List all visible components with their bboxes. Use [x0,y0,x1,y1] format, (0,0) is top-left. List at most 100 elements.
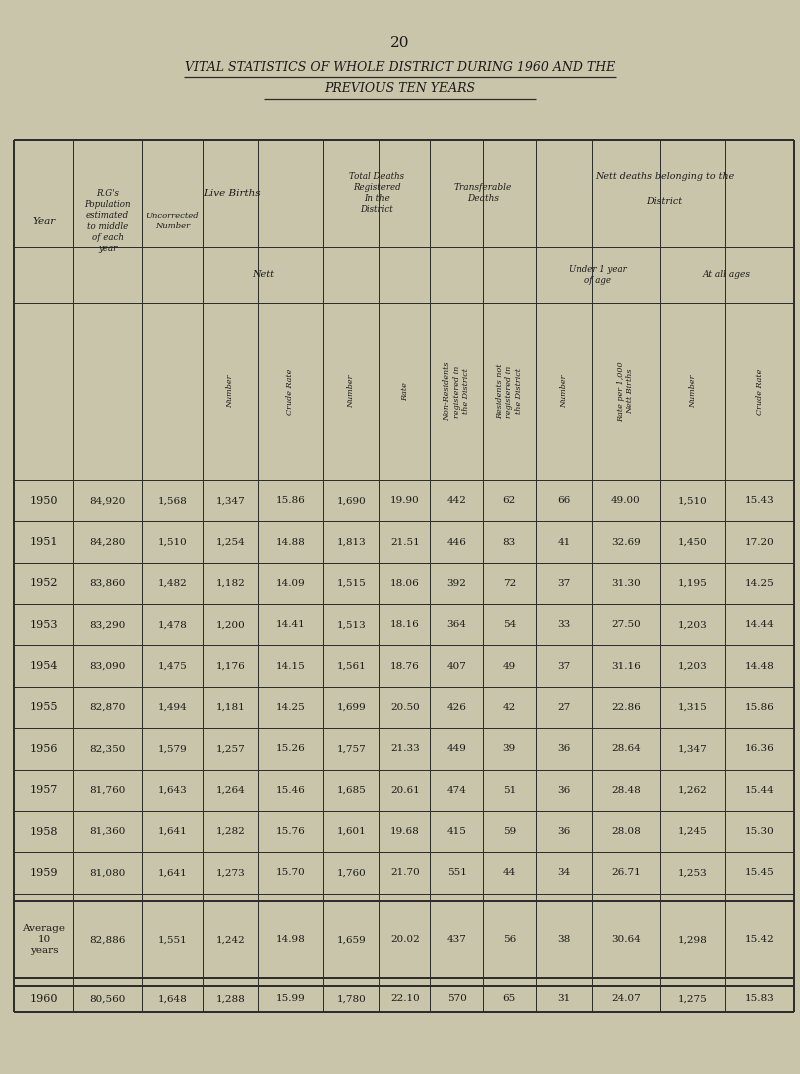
Text: 14.98: 14.98 [276,935,306,944]
Text: 407: 407 [446,662,466,670]
Text: 20.61: 20.61 [390,786,420,795]
Text: 1952: 1952 [30,579,58,589]
Text: 22.86: 22.86 [611,703,641,712]
Text: 1,659: 1,659 [337,935,366,944]
Text: 1,182: 1,182 [216,579,246,587]
Text: 14.15: 14.15 [276,662,306,670]
Text: 1,510: 1,510 [678,496,708,505]
Text: 1,203: 1,203 [678,621,708,629]
Text: 1,275: 1,275 [678,995,708,1003]
Text: 1,257: 1,257 [216,744,246,753]
Text: 1954: 1954 [30,662,58,671]
Text: 1,641: 1,641 [158,827,187,836]
Text: 56: 56 [502,935,516,944]
Text: 1958: 1958 [30,827,58,837]
Text: Rate per 1,000
Nett Births: Rate per 1,000 Nett Births [618,361,634,422]
Text: 44: 44 [502,869,516,877]
Text: 1,245: 1,245 [678,827,708,836]
Text: 437: 437 [446,935,466,944]
Text: 36: 36 [558,744,570,753]
Text: 1,561: 1,561 [337,662,366,670]
Text: 28.08: 28.08 [611,827,641,836]
Text: Number: Number [347,375,355,408]
Text: 570: 570 [446,995,466,1003]
Text: 1951: 1951 [30,537,58,547]
Text: 15.86: 15.86 [745,703,774,712]
Text: 84,280: 84,280 [90,538,126,547]
Text: 1957: 1957 [30,785,58,795]
Text: 38: 38 [558,935,570,944]
Text: 20.50: 20.50 [390,703,420,712]
Text: 80,560: 80,560 [90,995,126,1003]
Text: 1,482: 1,482 [158,579,187,587]
Text: 18.76: 18.76 [390,662,420,670]
Text: 15.42: 15.42 [745,935,774,944]
Text: 1,475: 1,475 [158,662,187,670]
Text: 1,510: 1,510 [158,538,187,547]
Text: Under 1 year
of age: Under 1 year of age [569,265,626,285]
Text: 33: 33 [558,621,570,629]
Text: 1,288: 1,288 [216,995,246,1003]
Text: 15.43: 15.43 [745,496,774,505]
Text: 1,200: 1,200 [216,621,246,629]
Text: Non-Residents
registered in
the District: Non-Residents registered in the District [443,362,470,421]
Text: 14.09: 14.09 [276,579,306,587]
Text: 16.36: 16.36 [745,744,774,753]
Text: Nett deaths belonging to the: Nett deaths belonging to the [595,172,734,180]
Text: 84,920: 84,920 [90,496,126,505]
Text: 28.64: 28.64 [611,744,641,753]
Text: 21.70: 21.70 [390,869,420,877]
Text: 15.99: 15.99 [276,995,306,1003]
Text: 72: 72 [502,579,516,587]
Text: 14.88: 14.88 [276,538,306,547]
Text: 41: 41 [558,538,570,547]
Text: Average
10
years: Average 10 years [22,924,66,956]
Text: 83,290: 83,290 [90,621,126,629]
Text: 14.48: 14.48 [745,662,774,670]
Text: 415: 415 [446,827,466,836]
Text: 1,494: 1,494 [158,703,187,712]
Text: 26.71: 26.71 [611,869,641,877]
Text: 81,760: 81,760 [90,786,126,795]
Text: 82,350: 82,350 [90,744,126,753]
Text: 62: 62 [502,496,516,505]
Text: 81,360: 81,360 [90,827,126,836]
Text: 51: 51 [502,786,516,795]
Text: Crude Rate: Crude Rate [286,368,294,415]
Text: 15.76: 15.76 [276,827,306,836]
Text: 21.33: 21.33 [390,744,420,753]
Text: 1,601: 1,601 [337,827,366,836]
Text: 39: 39 [502,744,516,753]
Text: 31: 31 [558,995,570,1003]
Text: 66: 66 [558,496,570,505]
Text: 1,515: 1,515 [337,579,366,587]
Text: 15.46: 15.46 [276,786,306,795]
Text: 1,690: 1,690 [337,496,366,505]
Text: 15.86: 15.86 [276,496,306,505]
Text: 14.25: 14.25 [276,703,306,712]
Text: 28.48: 28.48 [611,786,641,795]
Text: 1,273: 1,273 [216,869,246,877]
Text: Rate: Rate [401,382,409,401]
Text: At all ages: At all ages [703,271,751,279]
Text: 32.69: 32.69 [611,538,641,547]
Text: 59: 59 [502,827,516,836]
Text: 449: 449 [446,744,466,753]
Text: 392: 392 [446,579,466,587]
Text: 37: 37 [558,579,570,587]
Text: PREVIOUS TEN YEARS: PREVIOUS TEN YEARS [325,82,475,95]
Text: 1953: 1953 [30,620,58,629]
Text: 14.25: 14.25 [745,579,774,587]
Text: 1,195: 1,195 [678,579,708,587]
Text: 17.20: 17.20 [745,538,774,547]
Text: 1,513: 1,513 [337,621,366,629]
Text: 551: 551 [446,869,466,877]
Text: 19.68: 19.68 [390,827,420,836]
Text: 1,253: 1,253 [678,869,708,877]
Text: 1,643: 1,643 [158,786,187,795]
Text: 1956: 1956 [30,744,58,754]
Text: 15.30: 15.30 [745,827,774,836]
Text: 1,450: 1,450 [678,538,708,547]
Text: 1,242: 1,242 [216,935,246,944]
Text: 1960: 1960 [30,993,58,1004]
